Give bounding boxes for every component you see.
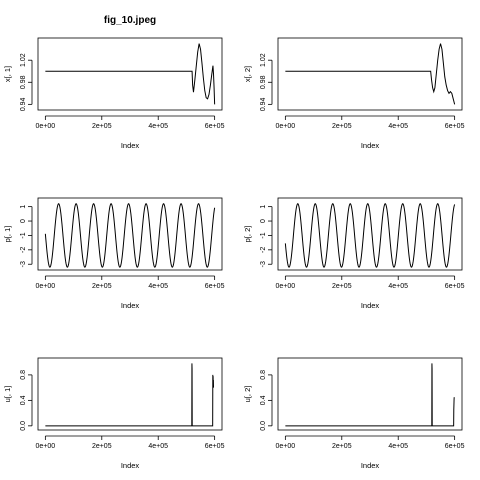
x-tick-label-x1-2: 4e+05 xyxy=(148,123,168,130)
x-tick-label-x2-0: 0e+00 xyxy=(276,123,296,130)
series-line-x2 xyxy=(285,43,456,105)
x-tick-label-p1-0: 0e+00 xyxy=(36,283,56,290)
y-tick-label-x1-1: 0.98 xyxy=(20,75,27,89)
y-tick-label-p2-0: -3 xyxy=(260,261,267,267)
plot-frame-x2 xyxy=(277,37,463,111)
figure-title: fig_10.jpeg xyxy=(104,15,156,26)
x-tick-label-u2-2: 4e+05 xyxy=(388,443,408,450)
y-axis-label-u2: u[, 2] xyxy=(243,386,252,403)
y-tick-label-p1-1: -2 xyxy=(20,247,27,253)
x-axis-label-x1: Index xyxy=(121,141,140,150)
y-tick-label-p2-4: 1 xyxy=(260,205,267,209)
x-axis-label-x2: Index xyxy=(361,141,380,150)
x-tick-label-u1-1: 2e+05 xyxy=(92,443,112,450)
x-tick-label-p1-2: 4e+05 xyxy=(148,283,168,290)
y-tick-label-u1-2: 0.8 xyxy=(20,370,27,380)
y-tick-label-x1-2: 1.02 xyxy=(20,53,27,67)
x-tick-label-p2-0: 0e+00 xyxy=(276,283,296,290)
y-tick-label-p1-2: -1 xyxy=(20,232,27,238)
y-tick-label-p2-1: -2 xyxy=(260,247,267,253)
x-tick-label-p2-2: 4e+05 xyxy=(388,283,408,290)
plot-frame-x1 xyxy=(37,37,223,111)
y-axis-label-p2: p[, 2] xyxy=(243,226,252,243)
y-axis-label-x1: x[, 1] xyxy=(3,66,12,82)
x-tick-label-u1-3: 6e+05 xyxy=(205,443,225,450)
x-tick-label-p2-1: 2e+05 xyxy=(332,283,352,290)
panel-x1: 0e+00 2e+05 4e+05 6e+05 0.94 0.98 1.02 Index x[,… xyxy=(3,37,225,150)
series-line-u2 xyxy=(285,363,455,427)
y-axis-label-p1: p[, 1] xyxy=(3,226,12,243)
series-line-x1 xyxy=(45,43,216,105)
plot-frame-u1 xyxy=(37,357,223,431)
x-tick-label-x2-1: 2e+05 xyxy=(332,123,352,130)
x-tick-label-u1-0: 0e+00 xyxy=(36,443,56,450)
series-line-p1 xyxy=(44,203,216,268)
x-tick-label-x2-3: 6e+05 xyxy=(445,123,465,130)
y-tick-label-u1-0: 0.0 xyxy=(20,421,27,431)
y-tick-label-x2-2: 1.02 xyxy=(260,53,267,67)
x-tick-label-p2-3: 6e+05 xyxy=(445,283,465,290)
panels-group: 0e+00 2e+05 4e+05 6e+05 0.94 0.98 1.02 Index x[,… xyxy=(3,37,465,470)
x-tick-label-x2-2: 4e+05 xyxy=(388,123,408,130)
x-axis-label-p2: Index xyxy=(361,301,380,310)
y-tick-label-p1-0: -3 xyxy=(20,261,27,267)
y-tick-label-p1-4: 1 xyxy=(20,205,27,209)
plot-frame-u2 xyxy=(277,357,463,431)
y-tick-label-x2-0: 0.94 xyxy=(260,97,267,111)
x-tick-label-x1-3: 6e+05 xyxy=(205,123,225,130)
y-axis-label-u1: u[, 1] xyxy=(3,386,12,403)
x-tick-label-u2-3: 6e+05 xyxy=(445,443,465,450)
y-tick-label-x2-1: 0.98 xyxy=(260,75,267,89)
x-tick-label-x1-1: 2e+05 xyxy=(92,123,112,130)
y-tick-label-u2-0: 0.0 xyxy=(260,421,267,431)
x-axis-label-u1: Index xyxy=(121,461,140,470)
y-tick-label-u1-1: 0.4 xyxy=(20,395,27,405)
x-tick-label-p1-3: 6e+05 xyxy=(205,283,225,290)
x-axis-label-u2: Index xyxy=(361,461,380,470)
panel-u1: 0e+00 2e+05 4e+05 6e+05 0.0 0.4 0.8 Index u[, 1] xyxy=(3,357,225,470)
series-line-p2 xyxy=(284,203,456,268)
y-tick-label-p2-2: -1 xyxy=(260,232,267,238)
x-tick-label-p1-1: 2e+05 xyxy=(92,283,112,290)
y-tick-label-p1-3: 0 xyxy=(20,219,27,223)
x-tick-label-x1-0: 0e+00 xyxy=(36,123,56,130)
y-tick-label-u2-1: 0.4 xyxy=(260,395,267,405)
x-axis-label-p1: Index xyxy=(121,301,140,310)
panel-x2: 0e+00 2e+05 4e+05 6e+05 0.94 0.98 1.02 Index x[,… xyxy=(243,37,465,150)
x-tick-label-u2-1: 2e+05 xyxy=(332,443,352,450)
series-line-u1 xyxy=(45,363,215,427)
y-tick-label-x1-0: 0.94 xyxy=(20,97,27,111)
panel-p2: 0e+00 2e+05 4e+05 6e+05 -3 -2 -1 0 1 Index p[, 2] xyxy=(243,197,465,310)
x-tick-label-u2-0: 0e+00 xyxy=(276,443,296,450)
x-tick-label-u1-2: 4e+05 xyxy=(148,443,168,450)
plot-frame-p1 xyxy=(37,197,223,271)
y-axis-label-x2: x[, 2] xyxy=(243,66,252,82)
y-tick-label-u2-2: 0.8 xyxy=(260,370,267,380)
plot-frame-p2 xyxy=(277,197,463,271)
panel-p1: 0e+00 2e+05 4e+05 6e+05 -3 -2 -1 0 1 Index p[, 1] xyxy=(3,197,225,310)
y-tick-label-p2-3: 0 xyxy=(260,219,267,223)
panel-u2: 0e+00 2e+05 4e+05 6e+05 0.0 0.4 0.8 Index u[, 2] xyxy=(243,357,465,470)
